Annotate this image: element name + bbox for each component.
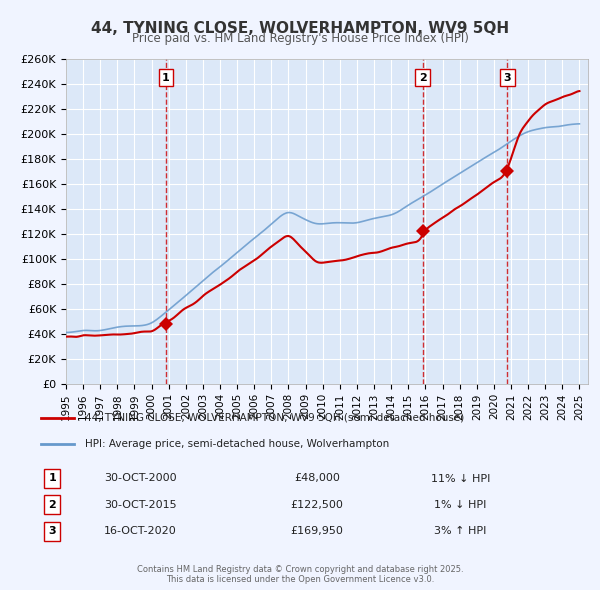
Text: 16-OCT-2020: 16-OCT-2020 [104,526,177,536]
Text: 30-OCT-2000: 30-OCT-2000 [104,474,177,483]
Text: 3: 3 [48,526,56,536]
Text: HPI: Average price, semi-detached house, Wolverhampton: HPI: Average price, semi-detached house,… [85,439,389,448]
Text: 1: 1 [162,73,170,83]
Text: Price paid vs. HM Land Registry's House Price Index (HPI): Price paid vs. HM Land Registry's House … [131,32,469,45]
Text: 2: 2 [48,500,56,510]
Text: £122,500: £122,500 [290,500,343,510]
Text: 3: 3 [503,73,511,83]
Text: £169,950: £169,950 [290,526,343,536]
Text: 1: 1 [48,474,56,483]
Text: 11% ↓ HPI: 11% ↓ HPI [431,474,490,483]
Text: 44, TYNING CLOSE, WOLVERHAMPTON, WV9 5QH (semi-detached house): 44, TYNING CLOSE, WOLVERHAMPTON, WV9 5QH… [85,413,464,422]
Text: 1% ↓ HPI: 1% ↓ HPI [434,500,487,510]
Text: £48,000: £48,000 [294,474,340,483]
Text: 44, TYNING CLOSE, WOLVERHAMPTON, WV9 5QH: 44, TYNING CLOSE, WOLVERHAMPTON, WV9 5QH [91,21,509,35]
Text: 3% ↑ HPI: 3% ↑ HPI [434,526,487,536]
Text: 2: 2 [419,73,427,83]
Text: 30-OCT-2015: 30-OCT-2015 [104,500,177,510]
Text: Contains HM Land Registry data © Crown copyright and database right 2025.
This d: Contains HM Land Registry data © Crown c… [137,565,463,584]
